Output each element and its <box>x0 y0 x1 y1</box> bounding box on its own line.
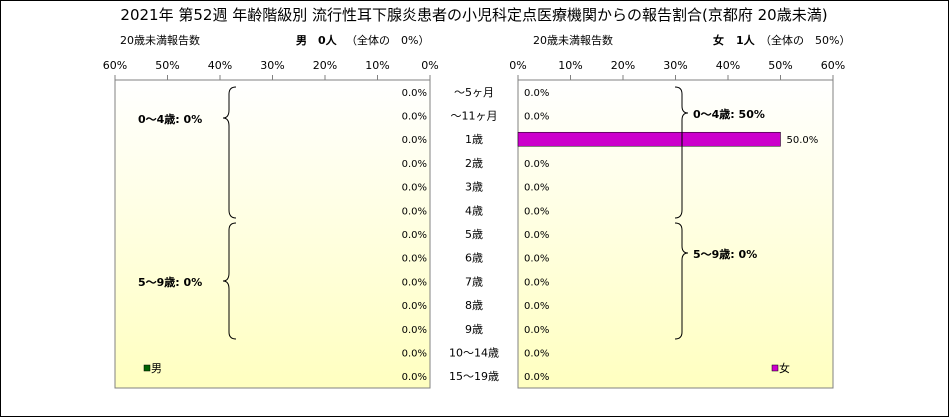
left-plot-area <box>114 79 431 389</box>
category-label: 9歳 <box>465 323 483 336</box>
female-bar <box>517 131 781 147</box>
right-subtitle-prefix: 20歳未満報告数 <box>533 34 613 47</box>
right-tick-label: 60% <box>821 59 845 72</box>
left-subtitle-sex: 男 <box>296 34 307 47</box>
right-brace-label-0-4: 0～4歳: 50% <box>693 107 765 121</box>
female-bar-label: 0.0% <box>524 230 549 241</box>
right-subtitle-count: 1人 <box>736 33 756 47</box>
female-legend-label: 女 <box>779 361 790 375</box>
male-bar-label: 0.0% <box>402 135 427 146</box>
category-label: 6歳 <box>465 252 483 265</box>
chart-title: 2021年 第52週 年齢階級別 流行性耳下腺炎患者の小児科定点医療機関からの報… <box>120 6 827 24</box>
left-tick-label: 30% <box>260 59 284 72</box>
female-bar-label: 0.0% <box>524 112 549 123</box>
left-brace-0-4 <box>222 86 237 219</box>
category-label: 1歳 <box>465 133 483 146</box>
left-brace-5-9 <box>222 222 237 340</box>
female-bar-label: 0.0% <box>524 348 549 359</box>
male-bar-label: 0.0% <box>402 325 427 336</box>
left-tick-label: 60% <box>103 59 127 72</box>
left-subtitle-prefix: 20歳未満報告数 <box>120 34 200 47</box>
female-bar-label: 0.0% <box>524 325 549 336</box>
male-bar-label: 0.0% <box>402 348 427 359</box>
category-label: 8歳 <box>465 299 483 312</box>
male-legend-label: 男 <box>151 362 162 375</box>
male-legend-swatch <box>143 364 151 372</box>
left-subtitle-count: 0人 <box>318 33 338 47</box>
female-series: 0.0% 0.0% 50.0% 0.0% 0.0% 0.0% 0.0% 0.0% 0.0% 0.0… <box>517 88 819 383</box>
right-tick-label: 40% <box>716 59 740 72</box>
right-x-axis: 0% 10% 20% 30% 40% 50% 60% <box>509 59 845 80</box>
female-bar-label: 50.0% <box>787 135 819 146</box>
left-brace-label-5-9: 5～9歳: 0% <box>138 275 202 289</box>
female-legend-swatch <box>771 364 779 372</box>
right-subtitle-sex: 女 <box>713 33 724 47</box>
male-bar-label: 0.0% <box>402 159 427 170</box>
left-tick-label: 40% <box>208 59 232 72</box>
right-tick-label: 20% <box>611 59 635 72</box>
male-bar-label: 0.0% <box>402 112 427 123</box>
male-series: 0.0% 0.0% 0.0% 0.0% 0.0% 0.0% 0.0% 0.0% 0.0% 0.0%… <box>402 88 427 383</box>
female-bar-label: 0.0% <box>524 159 549 170</box>
left-tick-label: 0% <box>421 59 438 72</box>
right-brace-label-5-9: 5～9歳: 0% <box>693 247 757 261</box>
female-bar-label: 0.0% <box>524 254 549 265</box>
male-bar-label: 0.0% <box>402 206 427 217</box>
category-label: 5歳 <box>465 228 483 241</box>
male-bar-label: 0.0% <box>402 254 427 265</box>
left-tick-label: 10% <box>365 59 389 72</box>
right-plot-area <box>517 79 834 389</box>
right-tick-label: 30% <box>663 59 687 72</box>
female-bar-label: 0.0% <box>524 206 549 217</box>
category-label: 3歳 <box>465 181 483 194</box>
left-x-axis: 0% 10% 20% 30% 40% 50% 60% <box>103 59 439 80</box>
male-bar-label: 0.0% <box>402 277 427 288</box>
category-label: 15～19歳 <box>449 370 499 383</box>
female-bar-label: 0.0% <box>524 372 549 383</box>
female-bar-label: 0.0% <box>524 183 549 194</box>
category-label: 2歳 <box>465 157 483 170</box>
male-bar-label: 0.0% <box>402 301 427 312</box>
left-tick-label: 50% <box>155 59 179 72</box>
left-tick-label: 20% <box>313 59 337 72</box>
right-tick-label: 0% <box>509 59 526 72</box>
category-labels: ～5ヶ月 ～11ヶ月 1歳 2歳 3歳 4歳 5歳 6歳 7歳 8歳 9歳 10～14歳 15～19歳 <box>449 86 499 383</box>
left-brace-label-0-4: 0～4歳: 0% <box>138 112 202 126</box>
male-bar-label: 0.0% <box>402 230 427 241</box>
category-label: ～5ヶ月 <box>454 86 494 99</box>
female-bar-label: 0.0% <box>524 277 549 288</box>
left-subtitle-total: （全体の 0%） <box>346 33 429 47</box>
male-bar-label: 0.0% <box>402 372 427 383</box>
right-brace-5-9 <box>674 222 689 340</box>
male-bar-label: 0.0% <box>402 88 427 99</box>
right-tick-label: 50% <box>768 59 792 72</box>
category-label: ～11ヶ月 <box>451 110 498 123</box>
category-label: 10～14歳 <box>449 346 499 359</box>
right-subtitle-total: （全体の 50%） <box>760 33 850 47</box>
male-bar-label: 0.0% <box>402 183 427 194</box>
female-bar-label: 0.0% <box>524 301 549 312</box>
right-brace-0-4 <box>674 86 689 219</box>
category-label: 7歳 <box>465 275 483 288</box>
category-label: 4歳 <box>465 204 483 217</box>
female-bar-label: 0.0% <box>524 88 549 99</box>
right-tick-label: 10% <box>558 59 582 72</box>
